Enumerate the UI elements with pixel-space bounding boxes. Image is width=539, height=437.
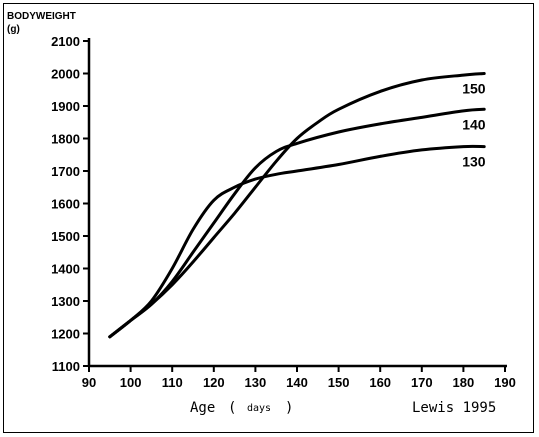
- x-tick-label: 140: [286, 375, 308, 390]
- x-axis-unit: days: [247, 403, 271, 414]
- chart-frame: [3, 3, 534, 433]
- x-tick-label: 160: [369, 375, 391, 390]
- series-line-150: [108, 72, 486, 339]
- x-tick-label: 170: [411, 375, 433, 390]
- x-tick-label: 180: [453, 375, 475, 390]
- y-tick-label: 1800: [51, 132, 80, 147]
- y-axis-unit: (g): [7, 24, 20, 35]
- y-tick-label: 1300: [51, 294, 80, 309]
- y-tick-label: 2100: [51, 34, 80, 49]
- y-tick-label: 1200: [51, 327, 80, 342]
- credit-label: Lewis 1995: [412, 400, 496, 416]
- x-tick-label: 190: [494, 375, 516, 390]
- series-line-140: [108, 107, 486, 339]
- series-label-140: 140: [462, 116, 486, 132]
- series-line-130: [108, 144, 486, 339]
- y-tick-label: 1100: [52, 359, 80, 374]
- x-tick-label: 100: [120, 375, 142, 390]
- series-label-150: 150: [462, 81, 486, 97]
- y-tick-label: 1900: [51, 99, 80, 114]
- y-axis-label: BODYWEIGHT: [7, 11, 76, 22]
- y-tick-label: 1500: [51, 229, 80, 244]
- x-axis-label: Age: [190, 400, 215, 416]
- y-tick-label: 1600: [51, 197, 80, 212]
- x-axis-paren-close: ): [285, 400, 293, 416]
- x-tick-label: 90: [82, 375, 96, 390]
- y-tick-label: 1700: [51, 164, 80, 179]
- x-tick-label: 120: [203, 375, 225, 390]
- y-tick-label: 2000: [51, 67, 80, 82]
- series-label-130: 130: [462, 154, 486, 170]
- x-tick-label: 130: [245, 375, 267, 390]
- x-axis-paren-open: (: [228, 400, 236, 416]
- x-tick-label: 150: [328, 375, 350, 390]
- x-tick-label: 110: [162, 375, 183, 390]
- y-tick-label: 1400: [51, 262, 80, 277]
